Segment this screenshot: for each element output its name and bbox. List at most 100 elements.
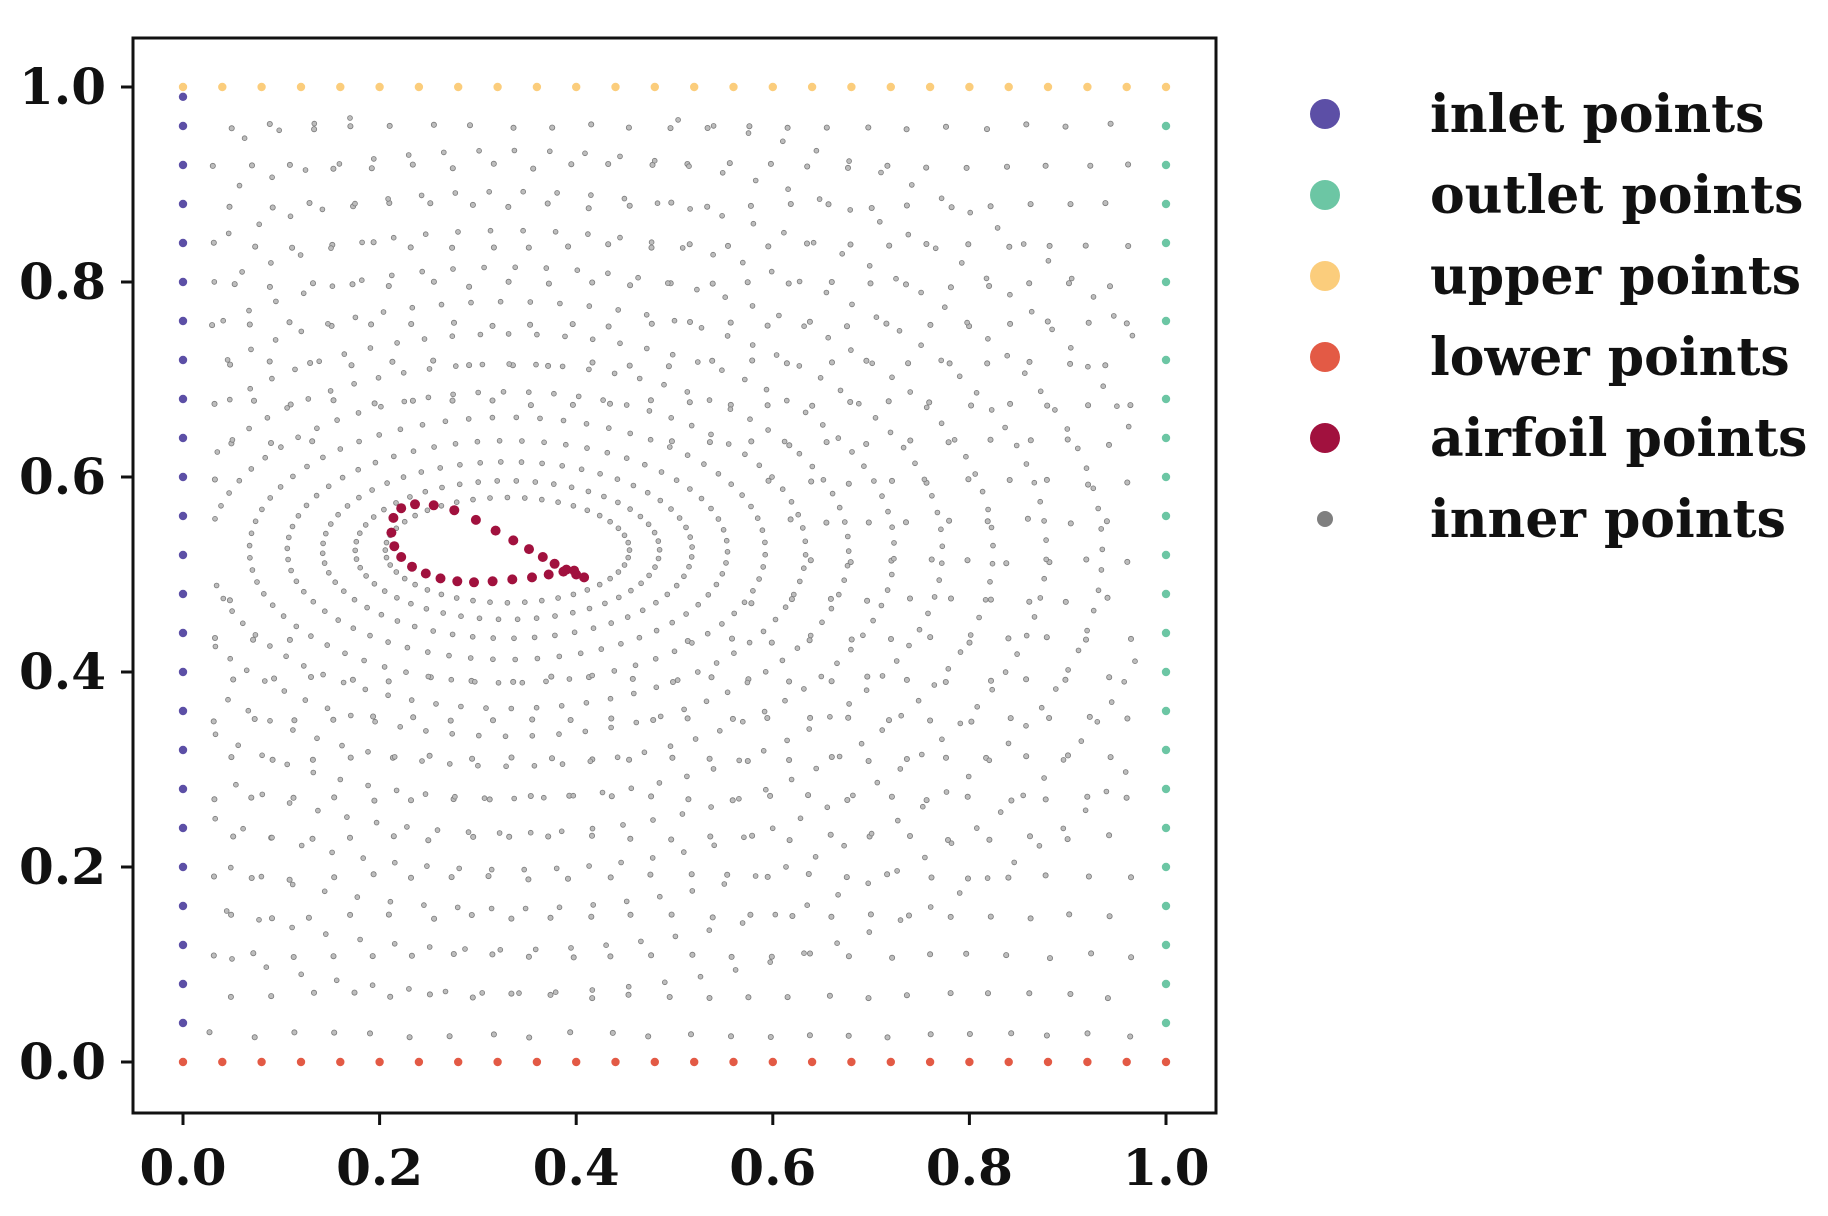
inner-point bbox=[385, 911, 392, 918]
inner-point bbox=[530, 165, 537, 172]
inlet-point bbox=[178, 92, 188, 102]
inner-point bbox=[723, 537, 730, 544]
inner-point bbox=[424, 863, 430, 869]
upper-point bbox=[178, 82, 188, 92]
inner-point bbox=[638, 938, 644, 945]
inner-point bbox=[968, 718, 975, 725]
airfoil-point bbox=[469, 577, 479, 588]
inner-point bbox=[620, 822, 626, 828]
inner-point bbox=[375, 374, 382, 381]
inner-point bbox=[865, 124, 872, 131]
inner-point bbox=[236, 477, 243, 484]
inner-point bbox=[897, 766, 904, 772]
x-tick-label: 0.0 bbox=[140, 1138, 227, 1197]
inner-point bbox=[552, 229, 559, 235]
outlet-point bbox=[1161, 550, 1171, 560]
inner-point bbox=[319, 206, 326, 213]
outlet-point bbox=[1161, 511, 1171, 521]
inner-point bbox=[846, 158, 852, 164]
inner-point bbox=[765, 243, 772, 250]
inner-point bbox=[938, 420, 945, 427]
inner-point bbox=[794, 645, 801, 651]
inner-point bbox=[526, 1034, 533, 1041]
inner-point bbox=[1046, 242, 1053, 249]
inner-point bbox=[764, 322, 771, 329]
inner-point bbox=[819, 422, 826, 428]
inner-point bbox=[965, 875, 972, 882]
inner-point bbox=[786, 678, 793, 685]
inner-point bbox=[1026, 358, 1033, 365]
inner-point bbox=[370, 514, 377, 520]
inner-point bbox=[783, 864, 789, 870]
inner-point bbox=[839, 251, 845, 257]
inner-point bbox=[488, 905, 495, 912]
inner-point bbox=[1020, 792, 1026, 799]
airfoil-points-layer bbox=[386, 499, 590, 588]
inner-point bbox=[688, 422, 695, 429]
inner-point bbox=[1049, 326, 1055, 333]
inner-point bbox=[310, 598, 317, 605]
inner-point bbox=[383, 554, 390, 561]
inner-point bbox=[532, 479, 539, 485]
inner-point bbox=[442, 418, 449, 425]
inner-point bbox=[1099, 546, 1106, 553]
inner-point bbox=[370, 713, 377, 720]
inner-point bbox=[566, 676, 573, 682]
inner-point bbox=[410, 714, 417, 721]
inner-point bbox=[828, 678, 835, 685]
inner-point bbox=[407, 874, 414, 881]
inner-point bbox=[458, 703, 464, 710]
inner-point bbox=[500, 388, 507, 395]
inner-point bbox=[1028, 308, 1035, 315]
inner-point bbox=[1005, 740, 1012, 747]
inner-point bbox=[586, 605, 593, 612]
inner-point bbox=[551, 390, 557, 397]
inner-point bbox=[748, 600, 755, 607]
inner-point bbox=[903, 756, 910, 763]
inner-point bbox=[1052, 407, 1058, 413]
inner-point bbox=[918, 289, 924, 296]
inner-point bbox=[707, 833, 714, 840]
inner-point bbox=[903, 519, 910, 526]
inner-point bbox=[907, 833, 914, 840]
inner-point bbox=[250, 636, 257, 643]
inner-point bbox=[549, 755, 556, 762]
inner-point bbox=[430, 357, 437, 364]
inner-point bbox=[1084, 793, 1091, 800]
inner-point bbox=[231, 281, 238, 288]
legend-item: outlet points bbox=[1310, 165, 1803, 226]
inner-point bbox=[938, 526, 944, 533]
lower-point bbox=[336, 1057, 345, 1067]
inner-point bbox=[284, 405, 290, 411]
inner-point bbox=[797, 815, 804, 822]
inner-point bbox=[247, 385, 254, 392]
inner-point bbox=[788, 498, 795, 505]
inner-point bbox=[589, 336, 596, 343]
inner-point bbox=[519, 679, 526, 686]
inner-point bbox=[609, 1029, 616, 1036]
inner-point bbox=[567, 1029, 574, 1036]
inner-point bbox=[618, 859, 624, 866]
inner-point bbox=[321, 888, 328, 895]
inner-point bbox=[987, 436, 994, 443]
inner-point bbox=[736, 795, 742, 802]
inner-point bbox=[1064, 836, 1071, 843]
inner-point bbox=[538, 496, 545, 503]
inner-point bbox=[627, 506, 633, 512]
inner-point bbox=[1027, 437, 1034, 444]
inner-point bbox=[408, 952, 415, 959]
inner-point bbox=[760, 628, 767, 635]
inner-point bbox=[763, 386, 770, 393]
inner-point bbox=[783, 360, 790, 367]
inner-point bbox=[672, 933, 679, 940]
inner-point bbox=[615, 525, 622, 532]
inner-point bbox=[741, 599, 748, 606]
inner-point bbox=[1083, 465, 1090, 472]
upper-point bbox=[886, 82, 895, 92]
inner-point bbox=[278, 444, 284, 450]
inner-point bbox=[246, 307, 252, 314]
inner-point bbox=[218, 502, 224, 509]
inner-point bbox=[1042, 796, 1049, 803]
upper-point bbox=[257, 82, 266, 92]
inner-point bbox=[790, 591, 797, 598]
